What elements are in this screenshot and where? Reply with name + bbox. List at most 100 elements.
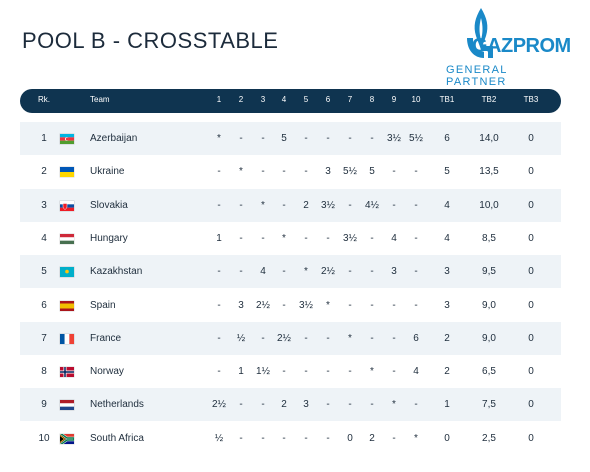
- header-col-1: 1: [216, 95, 222, 104]
- result-cell: 4: [260, 266, 266, 278]
- tb1-cell: 6: [444, 133, 450, 144]
- result-cell: -: [239, 432, 243, 444]
- result-cell: -: [348, 399, 352, 411]
- result-cell: -: [217, 199, 221, 211]
- result-cell: 3: [303, 399, 309, 411]
- result-cell: -: [304, 432, 308, 444]
- team-name: Norway: [90, 366, 124, 378]
- sponsor-logo: GAZPROM GENERAL PARTNER: [440, 6, 571, 88]
- flag-spain-icon: [60, 300, 74, 311]
- tb2-cell: 9,0: [482, 332, 496, 344]
- tb2-cell: 10,0: [479, 199, 499, 211]
- crosstable: 1 Azerbaijan * - -5- - - -3½ 5½ 6 14,0 0 2 Ukraine - * -…: [20, 122, 561, 455]
- tb2-cell: 6,5: [482, 366, 496, 378]
- result-cell: -: [217, 332, 221, 344]
- result-cell: *: [304, 266, 308, 278]
- result-cell: 1½: [256, 366, 270, 378]
- tb2-cell: 9,0: [482, 299, 496, 311]
- tb1-cell: 2: [444, 366, 450, 378]
- tb1-cell: 0: [444, 432, 450, 444]
- result-cell: -: [217, 366, 221, 378]
- result-cell: -: [261, 332, 265, 344]
- result-cell: -: [282, 299, 286, 311]
- result-cell: -: [370, 399, 374, 411]
- result-cell: -: [392, 366, 396, 378]
- header-tb3: TB3: [523, 95, 539, 104]
- header-rank: Rk.: [38, 95, 50, 104]
- gazprom-flame-icon: [467, 8, 493, 58]
- result-cell: -: [414, 166, 418, 178]
- result-cell: -: [239, 199, 243, 211]
- result-cell: -: [217, 166, 221, 178]
- result-cell: -: [261, 166, 265, 178]
- result-cell: -: [282, 266, 286, 278]
- result-cell: -: [392, 166, 396, 178]
- result-cell: -: [326, 399, 330, 411]
- result-cell: *: [392, 399, 396, 411]
- rank-cell: 8: [41, 366, 47, 378]
- result-cell: -: [304, 133, 308, 144]
- tb3-cell: 0: [528, 399, 534, 411]
- result-cell: -: [348, 199, 352, 211]
- table-row: 5 Kazakhstan - - 4 - * 2½ - - 3 - 3 9,5 0: [20, 255, 561, 289]
- header-col-8: 8: [369, 95, 375, 104]
- tb3-cell: 0: [528, 133, 534, 144]
- tb2-cell: 8,5: [482, 232, 496, 244]
- result-cell: 2: [369, 432, 375, 444]
- tb1-cell: 1: [444, 399, 450, 411]
- result-cell: -: [261, 232, 265, 244]
- flag-slovakia-icon: [60, 200, 74, 211]
- result-cell: -: [282, 166, 286, 178]
- result-cell: -: [326, 133, 330, 144]
- header-col-6: 6: [325, 95, 331, 104]
- team-name: Azerbaijan: [90, 133, 138, 144]
- team-name: Ukraine: [90, 166, 125, 178]
- flag-hungary-icon: [60, 233, 74, 244]
- table-row: 1 Azerbaijan * - - 5 - - - - 3½ 5½ 6 14,0 0: [20, 122, 561, 155]
- result-cell: 5½: [343, 166, 357, 178]
- sponsor-subtitle: GENERAL PARTNER: [446, 64, 508, 88]
- result-cell: -: [392, 299, 396, 311]
- result-cell: -: [326, 366, 330, 378]
- result-cell: -: [348, 366, 352, 378]
- result-cell: -: [414, 399, 418, 411]
- rank-cell: 1: [41, 133, 47, 144]
- tb3-cell: 0: [528, 232, 534, 244]
- page-title: POOL B - CROSSTABLE: [22, 28, 279, 53]
- result-cell: 6: [413, 332, 419, 344]
- result-cell: -: [304, 366, 308, 378]
- rank-cell: 2: [41, 166, 47, 178]
- flag-azerbaijan-icon: [60, 134, 74, 144]
- tb3-cell: 0: [528, 166, 534, 178]
- result-cell: 4½: [365, 199, 379, 211]
- result-cell: -: [282, 366, 286, 378]
- result-cell: 2½: [321, 266, 335, 278]
- result-cell: 3½: [343, 232, 357, 244]
- result-cell: -: [370, 332, 374, 344]
- result-cell: 3: [238, 299, 244, 311]
- result-cell: 3½: [387, 133, 401, 144]
- result-cell: 4: [391, 232, 397, 244]
- result-cell: -: [261, 399, 265, 411]
- result-cell: -: [348, 266, 352, 278]
- tb3-cell: 0: [528, 432, 534, 444]
- result-cell: -: [239, 232, 243, 244]
- rank-cell: 10: [38, 432, 50, 444]
- header-col-3: 3: [260, 95, 266, 104]
- result-cell: -: [370, 133, 374, 144]
- tb3-cell: 0: [528, 332, 534, 344]
- result-cell: *: [282, 232, 286, 244]
- result-cell: ½: [236, 332, 246, 344]
- header-tb2: TB2: [481, 95, 497, 104]
- result-cell: *: [326, 299, 330, 311]
- result-cell: -: [304, 166, 308, 178]
- team-name: Hungary: [90, 232, 128, 244]
- result-cell: -: [217, 299, 221, 311]
- header-col-5: 5: [303, 95, 309, 104]
- flag-ukraine-icon: [60, 167, 74, 178]
- rank-cell: 4: [41, 232, 47, 244]
- result-cell: -: [282, 432, 286, 444]
- tb2-cell: 2,5: [482, 432, 496, 444]
- result-cell: -: [304, 332, 308, 344]
- tb2-cell: 7,5: [482, 399, 496, 411]
